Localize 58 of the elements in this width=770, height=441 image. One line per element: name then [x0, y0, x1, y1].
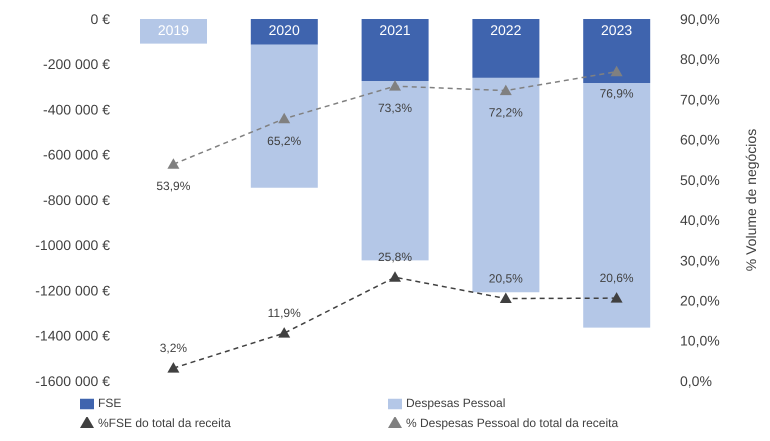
data-label: 11,9%: [268, 306, 302, 320]
legend-label: %FSE do total da receita: [98, 415, 232, 432]
y2-tick-label: 10,0%: [680, 332, 720, 349]
point: [610, 292, 623, 303]
point: [278, 327, 290, 338]
bar: [583, 83, 650, 328]
x-tick-label: 2022: [490, 22, 522, 38]
x-tick-label: 2019: [158, 22, 190, 38]
bar: [472, 78, 540, 292]
point: [278, 112, 290, 124]
data-label: 20,5%: [488, 272, 524, 286]
bar: [362, 19, 429, 81]
x-tick-label: 2021: [379, 22, 411, 38]
y2-tick-label: 90,0%: [680, 10, 720, 27]
y2-tick-label: 80,0%: [680, 51, 720, 68]
y2-tick-label: 0,0%: [680, 372, 712, 389]
y-tick-label: -1400 000 €: [35, 328, 110, 344]
bar: [250, 19, 318, 45]
y-tick-label: -1600 000 €: [35, 372, 110, 389]
data-label: 25,8%: [378, 250, 412, 264]
data-label: 76,9%: [600, 86, 634, 101]
point: [389, 80, 401, 91]
data-label: 72,2%: [488, 106, 524, 120]
y2-tick-label: 20,0%: [680, 292, 720, 309]
legend-label: % Despesas Pessoal do total da receita: [406, 415, 620, 432]
point: [500, 84, 512, 96]
bar: [250, 44, 318, 188]
y2-tick-label: 70,0%: [680, 91, 720, 108]
x-tick-label: 2023: [601, 22, 632, 38]
y2-tick-label: 30,0%: [680, 252, 720, 268]
y2-tick-label: 50,0%: [680, 172, 720, 188]
y-tick-label: -1200 000 €: [35, 282, 110, 298]
y2-axis-title: % Volume de negócios: [742, 128, 759, 272]
y2-tick-label: 60,0%: [680, 132, 720, 148]
bar: [472, 19, 540, 78]
point: [167, 362, 180, 373]
y-tick-label: -400 000 €: [43, 101, 110, 118]
bar: [583, 19, 650, 84]
data-label: 53,9%: [156, 179, 191, 194]
data-label: 73,3%: [378, 101, 412, 116]
data-label: 20,6%: [600, 271, 634, 286]
legend-label: FSE: [98, 395, 122, 412]
y-tick-label: -800 000 €: [43, 192, 110, 208]
data-label: 65,2%: [267, 134, 302, 148]
y-tick-label: -1000 000 €: [35, 237, 110, 254]
data-label: 3,2%: [160, 341, 188, 356]
y-tick-label: 0 €: [90, 10, 110, 27]
point: [500, 292, 512, 304]
bar: [362, 80, 429, 260]
point: [389, 271, 401, 282]
bar: [140, 19, 207, 44]
point: [167, 158, 180, 169]
legend-label: Despesas Pessoal: [406, 395, 506, 412]
y-tick-label: -600 000 €: [43, 146, 110, 163]
x-tick-label: 2020: [268, 22, 300, 38]
point: [610, 66, 623, 76]
y2-tick-label: 40,0%: [680, 212, 720, 228]
y-tick-label: -200 000 €: [43, 56, 110, 72]
